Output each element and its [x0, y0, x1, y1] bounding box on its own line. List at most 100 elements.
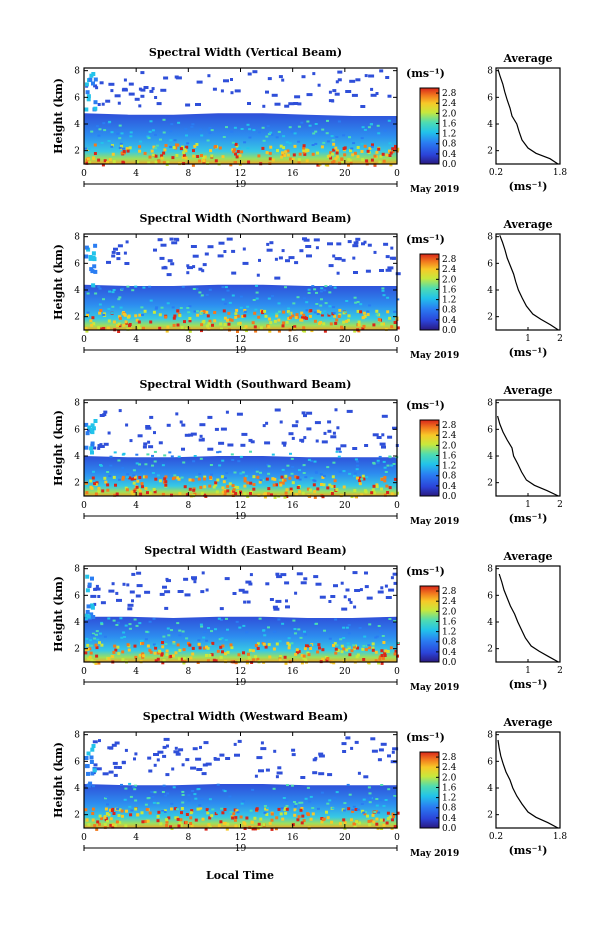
heatmap-cell: [388, 815, 392, 819]
heatmap-cell: [191, 576, 197, 580]
heatmap-cell: [188, 329, 192, 333]
heatmap-cell: [338, 470, 342, 473]
heatmap-cell: [123, 313, 127, 317]
heatmap-cell: [388, 149, 391, 153]
heatmap-cell: [342, 470, 346, 473]
average-profile-line: [497, 415, 559, 497]
heatmap-cell: [298, 801, 302, 804]
heatmap-cell: [93, 77, 98, 82]
heatmap-cell: [190, 126, 194, 128]
heatmap-cell: [324, 285, 328, 288]
heatmap-cell: [143, 475, 146, 479]
heatmap-cell: [332, 485, 336, 488]
heatmap-cell: [331, 152, 335, 156]
heatmap-cell: [392, 815, 395, 819]
heatmap-cell: [353, 475, 356, 478]
heatmap-cell: [214, 659, 218, 663]
heatmap-cell: [180, 326, 184, 329]
heatmap-cell: [305, 301, 309, 304]
heatmap-cell: [357, 320, 361, 324]
heatmap-cell: [315, 471, 319, 474]
heatmap-cell: [164, 475, 168, 479]
heatmap-cell: [219, 753, 225, 757]
heatmap-cell: [353, 151, 357, 155]
heatmap-cell: [309, 817, 313, 821]
y-axis-label: Height (km): [52, 742, 65, 818]
colorbar-tick-label: 2.4: [442, 99, 457, 109]
heatmap-cell: [117, 478, 121, 481]
heatmap-cell: [288, 126, 292, 129]
heatmap-cell: [377, 590, 384, 594]
heatmap-cell: [265, 768, 270, 772]
heatmap-cell: [301, 411, 306, 415]
heatmap-cell: [236, 330, 239, 333]
heatmap-cell: [270, 827, 274, 831]
heatmap-cell: [102, 772, 109, 776]
heatmap-cell: [190, 766, 197, 770]
heatmap-cell: [134, 655, 138, 659]
heatmap-cell: [347, 598, 351, 602]
heatmap-cell: [98, 128, 102, 131]
x-tick-label: 0: [81, 833, 87, 843]
heatmap-cell: [309, 644, 313, 647]
heatmap-cell: [170, 629, 173, 632]
heatmap-cell: [143, 86, 149, 89]
heatmap-cell: [85, 637, 89, 640]
heatmap-cell: [274, 102, 281, 106]
heatmap-cell: [158, 441, 163, 445]
colorbar-tick-label: 2.4: [442, 431, 457, 441]
heatmap-cell: [103, 159, 107, 163]
heatmap-cell: [290, 490, 293, 494]
heatmap-cell: [332, 254, 336, 258]
heatmap-cell: [138, 326, 141, 330]
heatmap-cell: [323, 431, 327, 435]
heatmap-cell: [332, 431, 336, 435]
heatmap-cell: [224, 577, 230, 581]
heatmap-cell: [140, 311, 143, 314]
heatmap-cell: [380, 586, 384, 590]
heatmap-cell: [112, 761, 118, 765]
heatmap-cell: [312, 771, 318, 775]
heatmap-cell: [283, 478, 287, 482]
heatmap-cell: [387, 266, 394, 270]
heatmap-cell: [89, 319, 93, 323]
heatmap-cell: [223, 323, 227, 326]
heatmap-cell: [384, 584, 388, 588]
heatmap-cell: [352, 142, 356, 145]
heatmap-cell: [192, 488, 196, 492]
heatmap-cell: [302, 313, 306, 317]
heatmap-cell: [374, 659, 378, 663]
heatmap-cell: [106, 488, 110, 492]
heatmap-cell: [117, 330, 121, 333]
heatmap-cell: [122, 147, 125, 150]
heatmap-cell: [393, 620, 397, 623]
heatmap-cell: [232, 592, 237, 595]
heatmap-cell: [95, 125, 99, 128]
heatmap-cell: [279, 144, 283, 148]
x-tick-label: 12: [235, 169, 246, 179]
heatmap-cell: [144, 590, 151, 594]
x-tick-label: 0: [394, 501, 400, 511]
heatmap-cell: [141, 652, 145, 656]
heatmap-cell: [387, 119, 391, 122]
heatmap-cell: [90, 594, 97, 598]
heatmap-cell: [208, 288, 212, 291]
heatmap-cell: [234, 753, 240, 757]
heatmap-cell: [120, 151, 124, 155]
heatmap-cell: [109, 808, 112, 812]
heatmap-cell: [218, 464, 222, 467]
heatmap-cell: [91, 251, 96, 256]
heatmap-cell: [98, 303, 102, 306]
heatmap-cell: [99, 464, 103, 467]
day-label: 19: [235, 844, 247, 854]
heatmap-cell: [90, 450, 94, 455]
heatmap-cell: [383, 466, 387, 469]
heatmap-cell: [91, 426, 96, 431]
heatmap-cell: [151, 454, 154, 457]
heatmap-cell: [98, 632, 102, 635]
heatmap-cell: [221, 490, 225, 494]
x-tick-label: 16: [287, 501, 299, 511]
heatmap-cell: [289, 452, 292, 455]
heatmap-cell: [210, 129, 214, 132]
heatmap-cell: [267, 77, 272, 81]
